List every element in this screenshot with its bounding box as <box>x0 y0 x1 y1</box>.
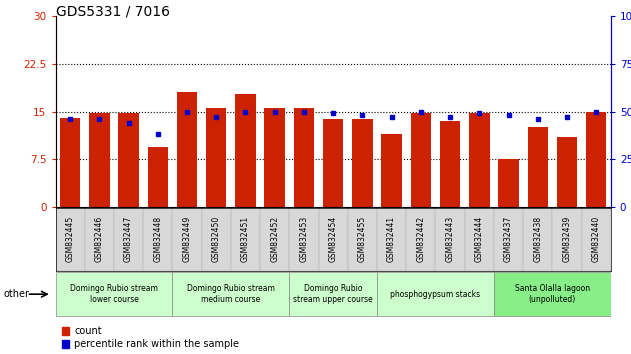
Bar <box>523 208 552 271</box>
Bar <box>172 208 202 271</box>
Bar <box>381 134 402 207</box>
Bar <box>406 208 435 271</box>
Text: GDS5331 / 7016: GDS5331 / 7016 <box>56 5 170 19</box>
Text: GSM832450: GSM832450 <box>212 216 221 262</box>
Text: GSM832446: GSM832446 <box>95 216 104 262</box>
Bar <box>114 208 143 271</box>
Bar <box>202 208 231 271</box>
Bar <box>206 108 227 207</box>
Text: Santa Olalla lagoon
(unpolluted): Santa Olalla lagoon (unpolluted) <box>515 285 590 304</box>
Bar <box>56 273 172 316</box>
Bar <box>172 273 290 316</box>
Text: GSM832439: GSM832439 <box>562 216 572 262</box>
Text: GSM832449: GSM832449 <box>182 216 192 262</box>
Bar <box>119 113 139 207</box>
Text: other: other <box>3 289 29 299</box>
Text: GSM832444: GSM832444 <box>475 216 484 262</box>
Bar <box>60 118 80 207</box>
Bar <box>293 108 314 207</box>
Text: GSM832447: GSM832447 <box>124 216 133 262</box>
Bar <box>552 208 582 271</box>
Text: Domingo Rubio stream
medium course: Domingo Rubio stream medium course <box>187 285 275 304</box>
Bar <box>89 113 110 207</box>
Text: Domingo Rubio stream
lower course: Domingo Rubio stream lower course <box>70 285 158 304</box>
Bar <box>528 127 548 207</box>
Bar <box>494 208 523 271</box>
Text: GSM832440: GSM832440 <box>592 216 601 262</box>
Bar <box>143 208 172 271</box>
Text: GSM832441: GSM832441 <box>387 216 396 262</box>
Text: count: count <box>74 326 102 336</box>
Bar <box>469 113 490 207</box>
Text: GSM832448: GSM832448 <box>153 216 162 262</box>
Text: GSM832443: GSM832443 <box>445 216 454 262</box>
Bar <box>319 208 348 271</box>
Bar <box>464 208 494 271</box>
Text: GSM832437: GSM832437 <box>504 216 513 262</box>
Text: phosphogypsum stacks: phosphogypsum stacks <box>391 290 481 299</box>
Text: GSM832455: GSM832455 <box>358 216 367 262</box>
Bar <box>260 208 290 271</box>
Bar <box>290 273 377 316</box>
Bar <box>494 273 611 316</box>
Bar <box>440 121 460 207</box>
Text: GSM832452: GSM832452 <box>270 216 279 262</box>
Bar <box>557 137 577 207</box>
Text: GSM832442: GSM832442 <box>416 216 425 262</box>
Bar <box>348 208 377 271</box>
Text: GSM832438: GSM832438 <box>533 216 542 262</box>
Text: GSM832453: GSM832453 <box>300 216 309 262</box>
Bar <box>377 273 494 316</box>
Bar <box>56 208 85 271</box>
Bar <box>231 208 260 271</box>
Text: percentile rank within the sample: percentile rank within the sample <box>74 339 239 349</box>
Bar <box>148 147 168 207</box>
Text: Domingo Rubio
stream upper course: Domingo Rubio stream upper course <box>293 285 373 304</box>
Bar <box>352 119 373 207</box>
Bar <box>586 112 606 207</box>
Bar <box>377 208 406 271</box>
Bar <box>264 108 285 207</box>
Bar <box>582 208 611 271</box>
Bar <box>235 94 256 207</box>
Text: GSM832451: GSM832451 <box>241 216 250 262</box>
Text: GSM832445: GSM832445 <box>66 216 74 262</box>
Text: GSM832454: GSM832454 <box>329 216 338 262</box>
Bar <box>85 208 114 271</box>
Bar <box>435 208 464 271</box>
Bar <box>498 159 519 207</box>
Bar <box>411 113 431 207</box>
Bar <box>323 119 343 207</box>
Bar <box>290 208 319 271</box>
Bar <box>177 92 198 207</box>
